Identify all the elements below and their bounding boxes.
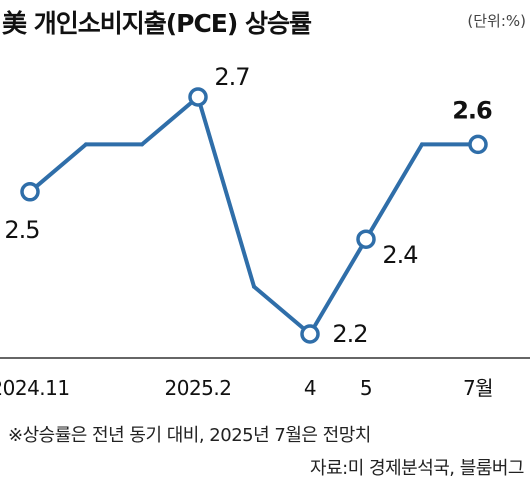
- x-tick-2025.5: 5: [360, 376, 372, 400]
- data-point-2025.6: [420, 142, 424, 147]
- x-tick-labels: 2024.11 2025.2 4 5 7월: [0, 376, 494, 400]
- data-point-2024.12: [84, 142, 88, 147]
- x-tick-2024.11: 2024.11: [0, 376, 70, 400]
- value-label-2024.11: 2.5: [4, 216, 39, 244]
- unit-label: (단위:%): [467, 12, 526, 30]
- chart-title: 美 개인소비지출(PCE) 상승률: [2, 9, 312, 38]
- data-point-2025.4: [300, 324, 320, 344]
- x-tick-2025.7: 7월: [463, 376, 493, 400]
- data-point-2025.5: [356, 229, 376, 249]
- value-label-2025.5: 2.4: [382, 241, 417, 269]
- value-label-2025.2: 2.7: [214, 63, 249, 91]
- data-point-2024.11: [20, 182, 40, 202]
- footnote: ※상승률은 전년 동기 대비, 2025년 7월은 전망치: [8, 425, 371, 446]
- data-point-2025.2: [188, 87, 208, 107]
- x-tick-2025.2: 2025.2: [165, 376, 232, 400]
- data-point-2025.3: [252, 284, 256, 289]
- point-markers: [20, 87, 488, 344]
- value-label-2025.4: 2.2: [332, 320, 367, 348]
- data-point-2025.1: [140, 142, 144, 147]
- data-point-2025.7: [468, 134, 488, 155]
- header: 美 개인소비지출(PCE) 상승률 (단위:%): [0, 0, 530, 40]
- value-labels: 2.5 2.7 2.2 2.4 2.6: [4, 63, 493, 348]
- value-label-2025.7: 2.6: [452, 96, 492, 124]
- pce-line-chart: 2.5 2.7 2.2 2.4 2.6 2024.11 2025.2 4 5 7월: [0, 63, 530, 400]
- x-tick-2025.4: 4: [304, 376, 316, 400]
- source-note: 자료:미 경제분석국, 블룸버그: [310, 458, 524, 479]
- series-line: [28, 93, 478, 338]
